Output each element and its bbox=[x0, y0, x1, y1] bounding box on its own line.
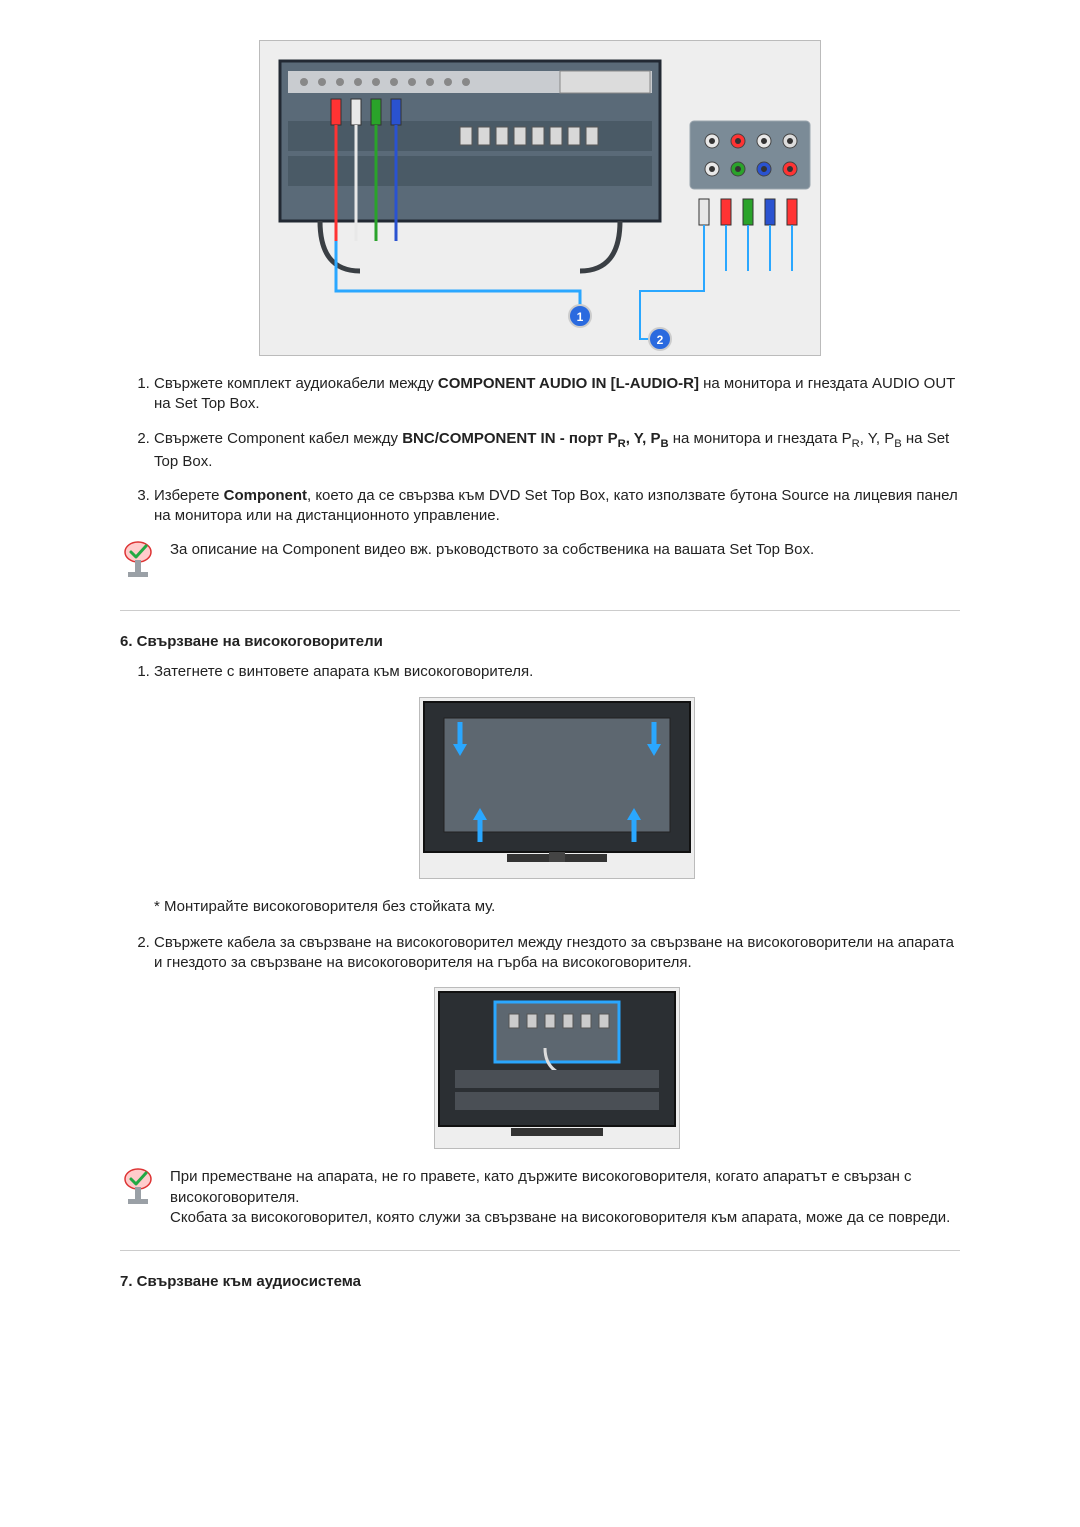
note-speaker: При преместване на апарата, не го правет… bbox=[120, 1167, 960, 1228]
note-check-icon bbox=[120, 540, 156, 588]
step-a1: Свържете комплект аудиокабели между COMP… bbox=[154, 374, 960, 415]
text-sub: B bbox=[660, 438, 668, 450]
figure-speaker-cable bbox=[120, 987, 960, 1149]
text: Свържете комплект аудиокабели между bbox=[154, 375, 438, 392]
figure-speaker-cable-svg bbox=[434, 987, 680, 1149]
text-sub: R bbox=[852, 438, 860, 450]
section-7-title: 7. Свързване към аудиосистема bbox=[120, 1273, 960, 1290]
step-b1: Затегнете с винтовете апарата към високо… bbox=[154, 662, 960, 682]
text: на монитора и гнездата P bbox=[669, 430, 852, 447]
divider bbox=[120, 610, 960, 611]
text-sub: B bbox=[894, 438, 902, 450]
steps-component-list: Свържете комплект аудиокабели между COMP… bbox=[120, 374, 960, 526]
text-bold: COMPONENT AUDIO IN [L-AUDIO-R] bbox=[438, 375, 699, 392]
svg-text:1: 1 bbox=[577, 310, 584, 324]
figure-speaker-mount bbox=[120, 697, 960, 879]
step-b2: Свържете кабела за свързване на високого… bbox=[154, 933, 960, 974]
note-text: За описание на Component видео вж. ръков… bbox=[170, 540, 960, 560]
subnote-b1: * Монтирайте високоговорителя без стойка… bbox=[154, 897, 960, 917]
note-text: При преместване на апарата, не го правет… bbox=[170, 1167, 960, 1228]
steps-speaker-list: Затегнете с винтовете апарата към високо… bbox=[120, 662, 960, 682]
text-bold: Component bbox=[224, 487, 307, 504]
figure-speaker-mount-svg bbox=[419, 697, 695, 879]
divider bbox=[120, 1250, 960, 1251]
text: Изберете bbox=[154, 487, 224, 504]
text-sub: R bbox=[618, 438, 626, 450]
note-check-icon bbox=[120, 1167, 156, 1215]
figure-component-svg: 12 bbox=[259, 40, 821, 356]
note-component: За описание на Component видео вж. ръков… bbox=[120, 540, 960, 588]
text-bold: BNC/COMPONENT IN - порт P bbox=[402, 430, 617, 447]
step-a3: Изберете Component, което да се свързва … bbox=[154, 486, 960, 527]
step-a2: Свържете Component кабел между BNC/COMPO… bbox=[154, 429, 960, 472]
text: , Y, P bbox=[860, 430, 894, 447]
figure-component: 12 bbox=[120, 40, 960, 356]
steps-speaker-list-2: Свържете кабела за свързване на високого… bbox=[120, 933, 960, 974]
svg-text:2: 2 bbox=[657, 333, 664, 347]
section-6-title: 6. Свързване на високоговорители bbox=[120, 633, 960, 650]
text-bold: , Y, P bbox=[626, 430, 661, 447]
text: Свържете Component кабел между bbox=[154, 430, 402, 447]
